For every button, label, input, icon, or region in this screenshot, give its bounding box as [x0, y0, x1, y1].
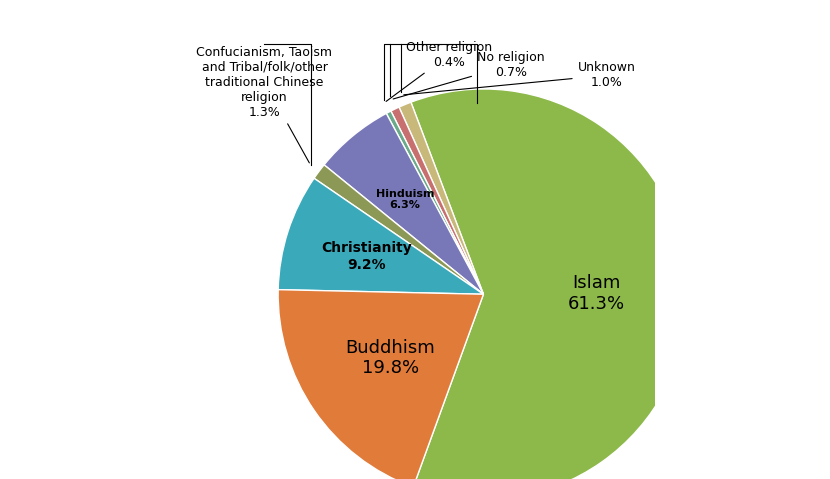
Wedge shape [324, 114, 483, 294]
Wedge shape [411, 89, 689, 479]
Wedge shape [391, 107, 483, 294]
Text: Confucianism, Taoism
and Tribal/folk/other
traditional Chinese
religion
1.3%: Confucianism, Taoism and Tribal/folk/oth… [197, 46, 333, 163]
Text: Unknown
1.0%: Unknown 1.0% [403, 61, 636, 95]
Text: Hinduism
6.3%: Hinduism 6.3% [376, 189, 434, 210]
Text: No religion
0.7%: No religion 0.7% [393, 51, 544, 99]
Wedge shape [278, 290, 483, 479]
Wedge shape [314, 165, 483, 294]
Text: Other religion
0.4%: Other religion 0.4% [386, 41, 492, 102]
Text: Buddhism
19.8%: Buddhism 19.8% [345, 339, 435, 377]
Wedge shape [278, 178, 483, 294]
Wedge shape [399, 102, 483, 294]
Text: Christianity
9.2%: Christianity 9.2% [321, 241, 412, 272]
Wedge shape [386, 111, 483, 294]
Text: Islam
61.3%: Islam 61.3% [568, 274, 625, 313]
